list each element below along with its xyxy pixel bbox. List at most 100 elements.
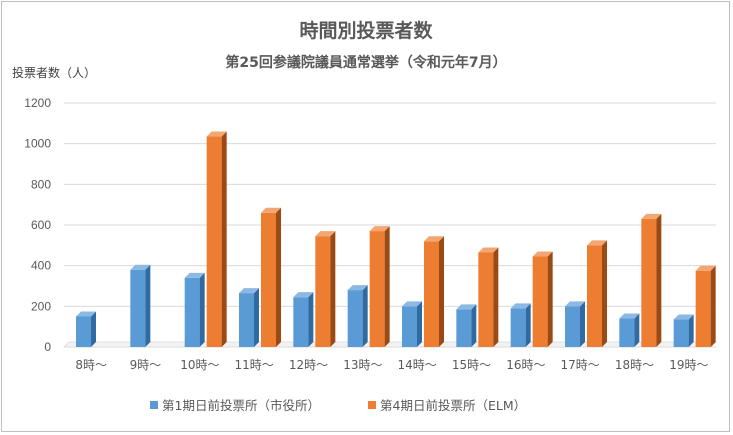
legend-label: 第4期日前投票所（ELM）: [380, 398, 526, 413]
bar: [239, 288, 259, 347]
bar-side: [145, 264, 151, 347]
bar-side: [384, 226, 390, 347]
bar-top: [402, 301, 422, 307]
bar-top: [532, 251, 553, 257]
legend-swatch: [368, 401, 376, 409]
bar-front: [369, 231, 385, 347]
x-category-label: 17時～: [561, 358, 600, 372]
bar-side: [330, 231, 336, 347]
bar-top: [76, 311, 96, 317]
bar: [510, 303, 531, 347]
bar-front: [424, 241, 439, 347]
x-category-label: 8時～: [75, 358, 107, 372]
bar-front: [293, 297, 309, 347]
x-category-label: 9時～: [130, 358, 162, 372]
bar-side: [525, 303, 531, 347]
bar: [424, 236, 444, 347]
bar-front: [510, 308, 526, 347]
bar: [673, 314, 694, 347]
bar: [206, 131, 227, 347]
bar-top: [239, 288, 259, 294]
gridlines: [63, 102, 717, 348]
bar-front: [130, 269, 146, 347]
bar-side: [276, 207, 281, 347]
bar-front: [478, 252, 494, 347]
bar-top: [619, 313, 640, 319]
bar-side: [547, 251, 553, 347]
bar: [315, 231, 336, 347]
bar-side: [471, 304, 477, 347]
bar: [293, 292, 314, 347]
bar-side: [688, 314, 694, 347]
bar: [76, 311, 96, 347]
bar-top: [510, 303, 531, 309]
bar-front: [261, 212, 276, 347]
bar: [456, 304, 477, 347]
bar-front: [641, 218, 657, 347]
x-category-label: 16時～: [506, 358, 545, 372]
bar-side: [580, 301, 585, 347]
bar: [478, 247, 499, 347]
chart-title: 時間別投票者数: [299, 19, 433, 42]
y-axis-ticks: 0 200 400 600 800 1000 1200: [24, 96, 51, 354]
bar-top: [293, 292, 314, 298]
y-tick-label: 600: [31, 218, 51, 232]
x-category-label: 18時～: [615, 358, 654, 372]
bar: [641, 213, 662, 347]
x-category-label: 10時～: [180, 358, 219, 372]
chart-floor: [63, 341, 717, 348]
bar-top: [673, 314, 694, 320]
y-tick-label: 0: [44, 340, 51, 354]
bar-front: [315, 236, 331, 347]
bar-side: [417, 301, 422, 347]
bar-top: [184, 272, 205, 278]
bar-front: [673, 319, 689, 347]
bar-top: [456, 304, 477, 310]
bar-top: [424, 236, 444, 242]
bar-front: [239, 293, 254, 347]
bar: [184, 272, 205, 347]
bar-front: [456, 309, 472, 347]
bar-side: [439, 236, 444, 347]
bar-top: [347, 285, 368, 291]
x-category-label: 12時～: [289, 358, 328, 372]
x-category-label: 11時～: [235, 358, 274, 372]
bar: [347, 285, 368, 347]
bar-side: [656, 213, 662, 347]
bar-side: [634, 313, 640, 347]
x-category-label: 13時～: [343, 358, 382, 372]
bar-front: [532, 256, 548, 347]
bar: [261, 207, 281, 347]
bar-top: [130, 264, 151, 270]
bar-top: [206, 131, 227, 137]
bar-top: [587, 240, 607, 246]
bar-front: [619, 318, 635, 347]
bar-side: [493, 247, 499, 347]
bar-front: [565, 306, 580, 347]
y-tick-label: 1000: [24, 137, 51, 151]
legend-swatch: [150, 401, 158, 409]
y-tick-label: 400: [31, 259, 51, 273]
bar-front: [587, 245, 602, 347]
chart-subtitle: 第25回参議院議員通常選挙（令和元年7月）: [225, 54, 506, 71]
bar-front: [206, 136, 222, 347]
bar-top: [315, 231, 336, 237]
bar-top: [369, 226, 390, 232]
legend: 第1期日前投票所（市役所） 第4期日前投票所（ELM）: [150, 398, 526, 413]
y-axis-label: 投票者数（人）: [12, 65, 96, 80]
y-tick-label: 200: [31, 299, 51, 313]
x-category-label: 19時～: [669, 358, 708, 372]
bar-front: [402, 306, 417, 347]
x-category-label: 15時～: [452, 358, 491, 372]
y-tick-label: 1200: [24, 96, 51, 110]
y-tick-label: 800: [31, 177, 51, 191]
x-category-label: 14時～: [398, 358, 437, 372]
bar: [130, 264, 151, 347]
legend-label: 第1期日前投票所（市役所）: [162, 398, 320, 413]
bar: [565, 301, 585, 347]
bar-side: [254, 288, 259, 347]
bar-front: [76, 316, 91, 347]
bar: [402, 301, 422, 347]
